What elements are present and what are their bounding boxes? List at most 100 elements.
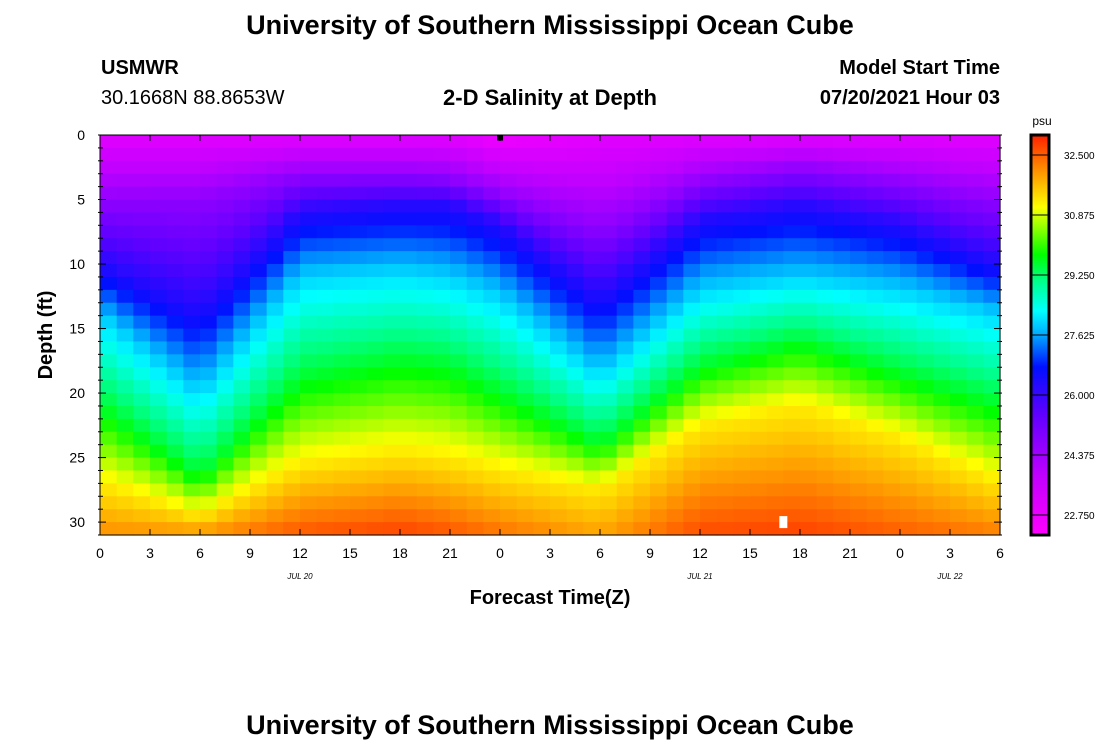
heatmap-cell	[266, 444, 284, 459]
heatmap-cell	[983, 173, 1001, 188]
heatmap-cell	[600, 496, 618, 510]
heatmap-cell	[233, 405, 251, 420]
heatmap-cell	[766, 238, 784, 252]
heatmap-cell	[100, 147, 118, 162]
heatmap-cell	[466, 367, 484, 381]
heatmap-cell	[350, 186, 368, 201]
heatmap-cell	[233, 186, 251, 201]
heatmap-cell	[733, 367, 751, 381]
heatmap-cell	[983, 496, 1001, 510]
heatmap-cell	[766, 354, 784, 368]
heatmap-cell	[250, 393, 268, 407]
heatmap-cell	[350, 418, 368, 433]
x-tick-label: 21	[842, 545, 858, 561]
heatmap-cell	[266, 418, 284, 433]
heatmap-cell	[266, 186, 284, 201]
heatmap-cell	[600, 444, 618, 459]
heatmap-cell	[416, 160, 434, 175]
heatmap-cell	[233, 367, 251, 381]
heatmap-cell	[133, 276, 151, 291]
heatmap-cell	[516, 496, 534, 510]
heatmap-cell	[416, 509, 434, 523]
heatmap-cell	[483, 186, 501, 201]
heatmap-cell	[216, 147, 234, 162]
heatmap-cell	[750, 251, 768, 265]
heatmap-cell	[816, 251, 834, 265]
heatmap-cell	[183, 147, 201, 162]
heatmap-cell	[433, 199, 451, 214]
heatmap-cell	[350, 367, 368, 381]
heatmap-cell	[883, 135, 901, 149]
heatmap-cell	[800, 315, 818, 330]
heatmap-cell	[250, 354, 268, 368]
heatmap-cell	[533, 302, 551, 317]
heatmap-cell	[333, 470, 351, 484]
heatmap-cell	[300, 431, 318, 446]
heatmap-cell	[883, 367, 901, 381]
heatmap-cell	[216, 289, 234, 304]
heatmap-cell	[700, 160, 718, 175]
heatmap-cell	[900, 173, 918, 188]
heatmap-cell	[966, 483, 984, 497]
heatmap-cell	[800, 341, 818, 355]
heatmap-cell	[650, 276, 668, 291]
x-axis-label: Forecast Time(Z)	[470, 587, 631, 609]
heatmap-cell	[333, 367, 351, 381]
heatmap-cell	[533, 238, 551, 252]
heatmap-cell	[650, 135, 668, 149]
heatmap-cell	[700, 380, 718, 394]
heatmap-cell	[166, 276, 184, 291]
x-date-label: JUL 20	[286, 572, 313, 581]
heatmap-cell	[116, 470, 134, 484]
heatmap-cell	[433, 483, 451, 497]
heatmap-cell	[733, 380, 751, 394]
heatmap-cell	[250, 276, 268, 291]
heatmap-cell	[300, 251, 318, 265]
heatmap-cell	[466, 418, 484, 433]
heatmap-cell	[516, 264, 534, 278]
heatmap-cell	[983, 276, 1001, 291]
heatmap-cell	[500, 522, 518, 536]
heatmap-cell	[566, 431, 584, 446]
heatmap-cell	[933, 173, 951, 188]
heatmap-cell	[250, 160, 268, 175]
heatmap-cell	[650, 225, 668, 239]
heatmap-cell	[116, 496, 134, 510]
heatmap-cell	[433, 264, 451, 278]
heatmap-cell	[150, 522, 168, 536]
heatmap-cell	[883, 393, 901, 407]
heatmap-cell	[733, 470, 751, 484]
heatmap-cell	[433, 431, 451, 446]
x-tick-label: 15	[342, 545, 358, 561]
heatmap-cell	[500, 135, 518, 149]
heatmap-cell	[233, 509, 251, 523]
heatmap-cell	[150, 354, 168, 368]
heatmap-cell	[350, 238, 368, 252]
heatmap-cell	[783, 225, 801, 239]
heatmap-cell	[650, 522, 668, 536]
heatmap-cell	[250, 289, 268, 304]
heatmap-cell	[900, 393, 918, 407]
heatmap-cell	[116, 405, 134, 420]
heatmap-cell	[550, 315, 568, 330]
heatmap-cell	[183, 212, 201, 226]
heatmap-cell	[183, 289, 201, 304]
heatmap-cell	[850, 393, 868, 407]
heatmap-cell	[883, 444, 901, 459]
heatmap-cell	[383, 276, 401, 291]
heatmap-cell	[616, 457, 634, 472]
heatmap-cell	[150, 276, 168, 291]
heatmap-cell	[333, 483, 351, 497]
heatmap-cell	[933, 354, 951, 368]
heatmap-cell	[366, 238, 384, 252]
heatmap-cell	[450, 199, 468, 214]
heatmap-cell	[266, 302, 284, 317]
heatmap-cell	[200, 238, 218, 252]
heatmap-cell	[150, 135, 168, 149]
heatmap-cell	[266, 380, 284, 394]
heatmap-cell	[366, 315, 384, 330]
heatmap-cell	[616, 470, 634, 484]
heatmap-cell	[250, 483, 268, 497]
heatmap-cell	[133, 483, 151, 497]
heatmap-cell	[566, 199, 584, 214]
